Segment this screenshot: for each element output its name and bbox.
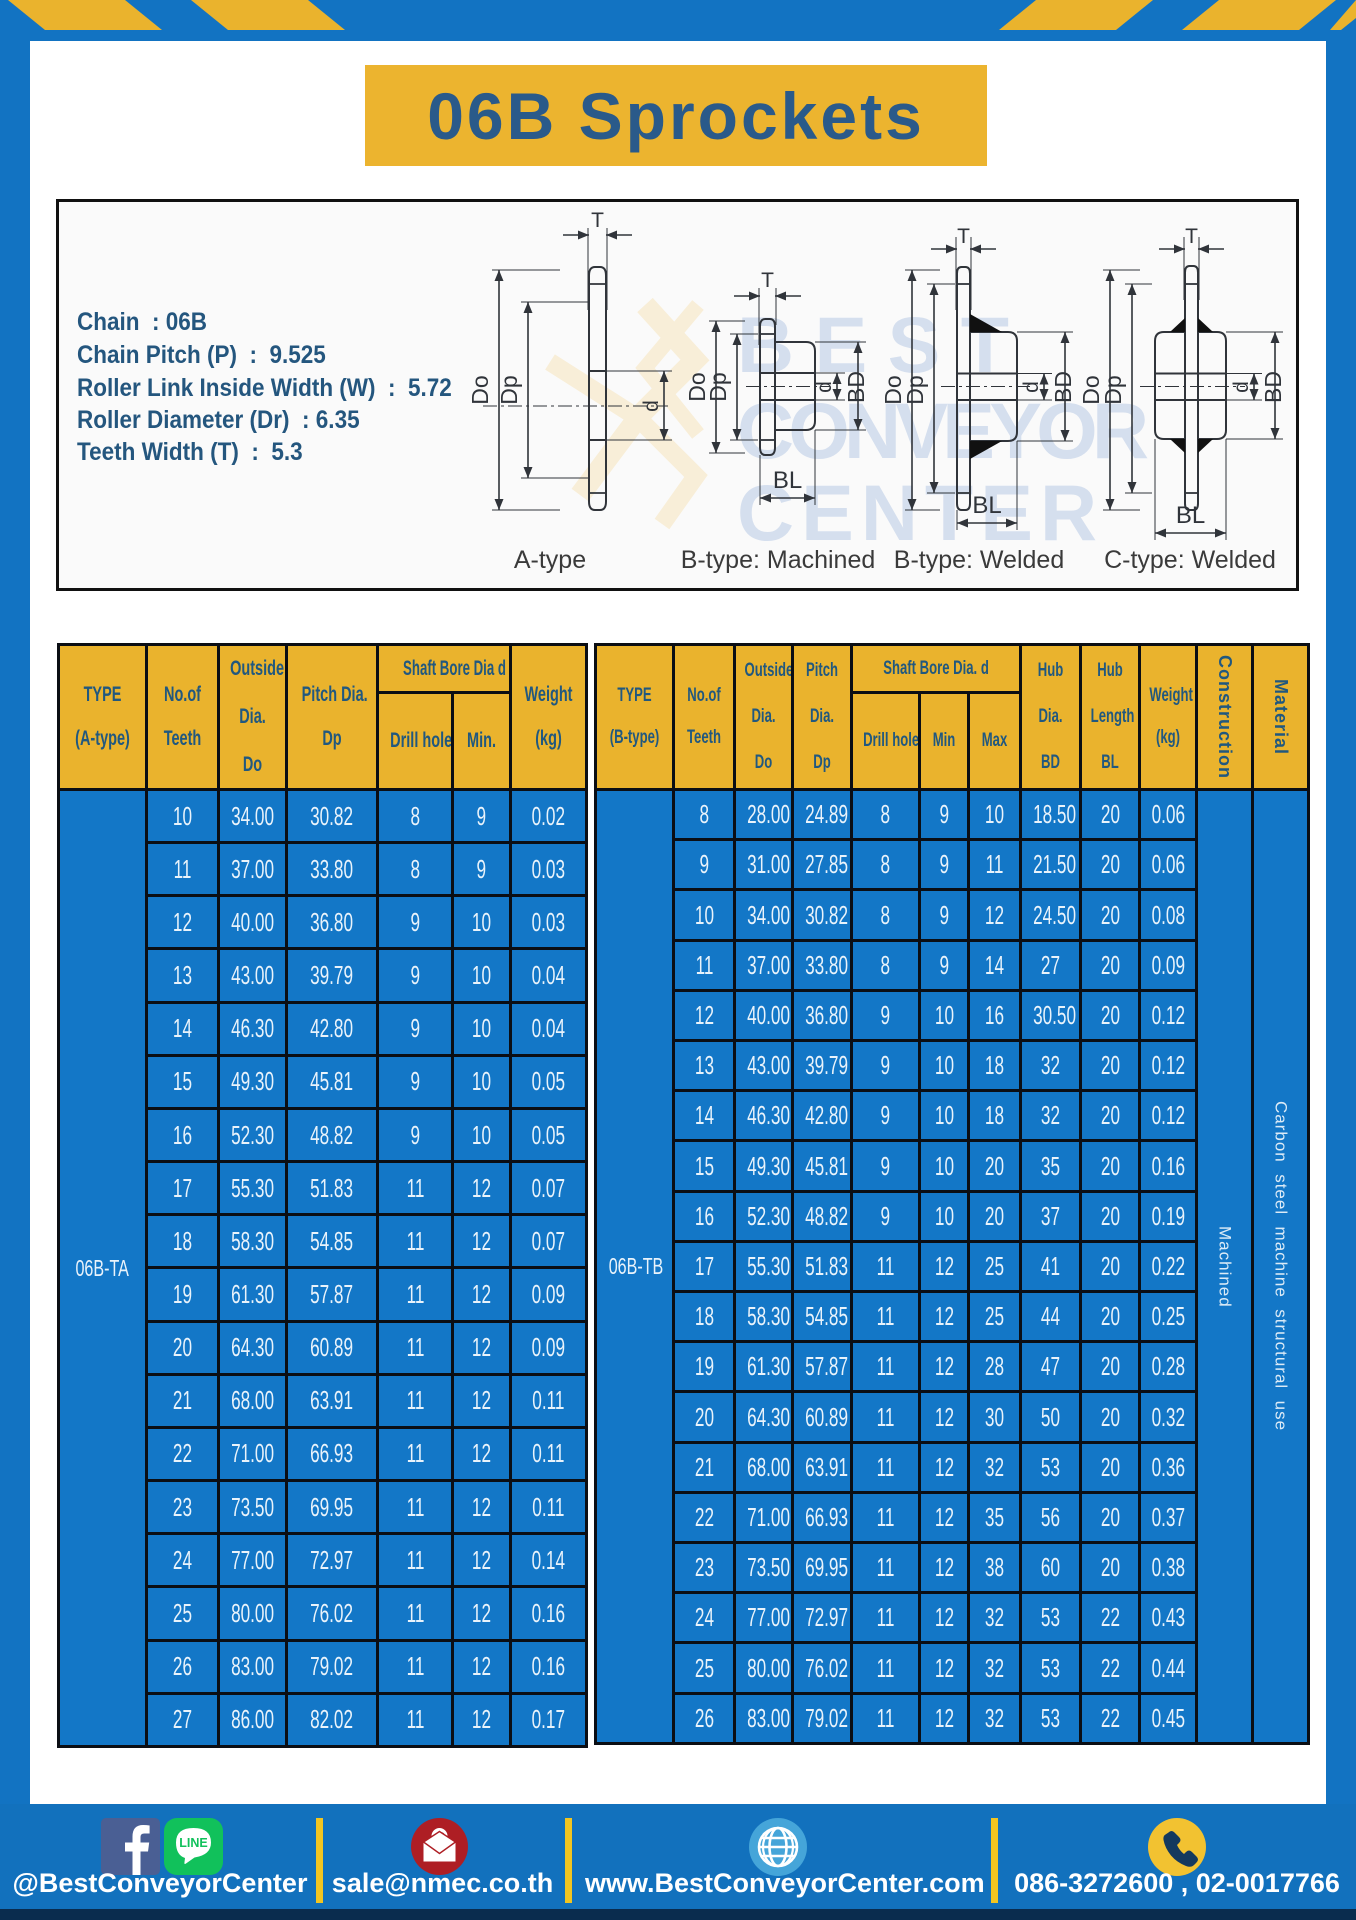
svg-text:Do: Do xyxy=(684,372,710,401)
svg-text:Do: Do xyxy=(1078,375,1104,404)
svg-text:d: d xyxy=(813,381,836,393)
svg-text:d: d xyxy=(1230,381,1253,393)
svg-text:A-type: A-type xyxy=(514,546,586,574)
svg-text:BL: BL xyxy=(1176,502,1205,529)
svg-text:BD: BD xyxy=(843,371,869,403)
svg-text:BEST: BEST xyxy=(737,300,1009,389)
svg-text:Dp: Dp xyxy=(705,372,731,401)
svg-text:Dp: Dp xyxy=(902,375,928,404)
svg-text:T: T xyxy=(761,269,774,292)
svg-text:B-type: Machined: B-type: Machined xyxy=(681,546,876,574)
svg-text:d: d xyxy=(640,400,663,412)
svg-text:Dp: Dp xyxy=(1100,375,1126,404)
svg-text:T: T xyxy=(1185,225,1198,248)
svg-text:Do: Do xyxy=(467,375,493,404)
svg-text:B-type: Welded: B-type: Welded xyxy=(894,546,1064,574)
svg-text:Dp: Dp xyxy=(496,375,522,404)
svg-text:BL: BL xyxy=(972,492,1001,519)
svg-text:d: d xyxy=(1020,381,1043,393)
svg-text:Do: Do xyxy=(880,375,906,404)
svg-text:BD: BD xyxy=(1260,371,1286,403)
svg-text:C-type: Welded: C-type: Welded xyxy=(1104,546,1276,574)
svg-text:LINE: LINE xyxy=(179,1836,207,1850)
svg-text:BD: BD xyxy=(1050,371,1076,403)
svg-text:T: T xyxy=(591,209,604,232)
svg-text:T: T xyxy=(957,225,970,248)
svg-text:BL: BL xyxy=(773,467,802,494)
